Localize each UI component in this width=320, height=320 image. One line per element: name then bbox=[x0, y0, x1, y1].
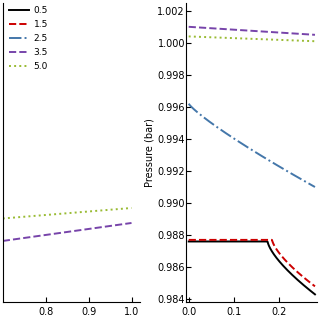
Legend: 0.5, 1.5, 2.5, 3.5, 5.0: 0.5, 1.5, 2.5, 3.5, 5.0 bbox=[7, 4, 50, 73]
Y-axis label: Pressure (bar): Pressure (bar) bbox=[145, 118, 155, 187]
